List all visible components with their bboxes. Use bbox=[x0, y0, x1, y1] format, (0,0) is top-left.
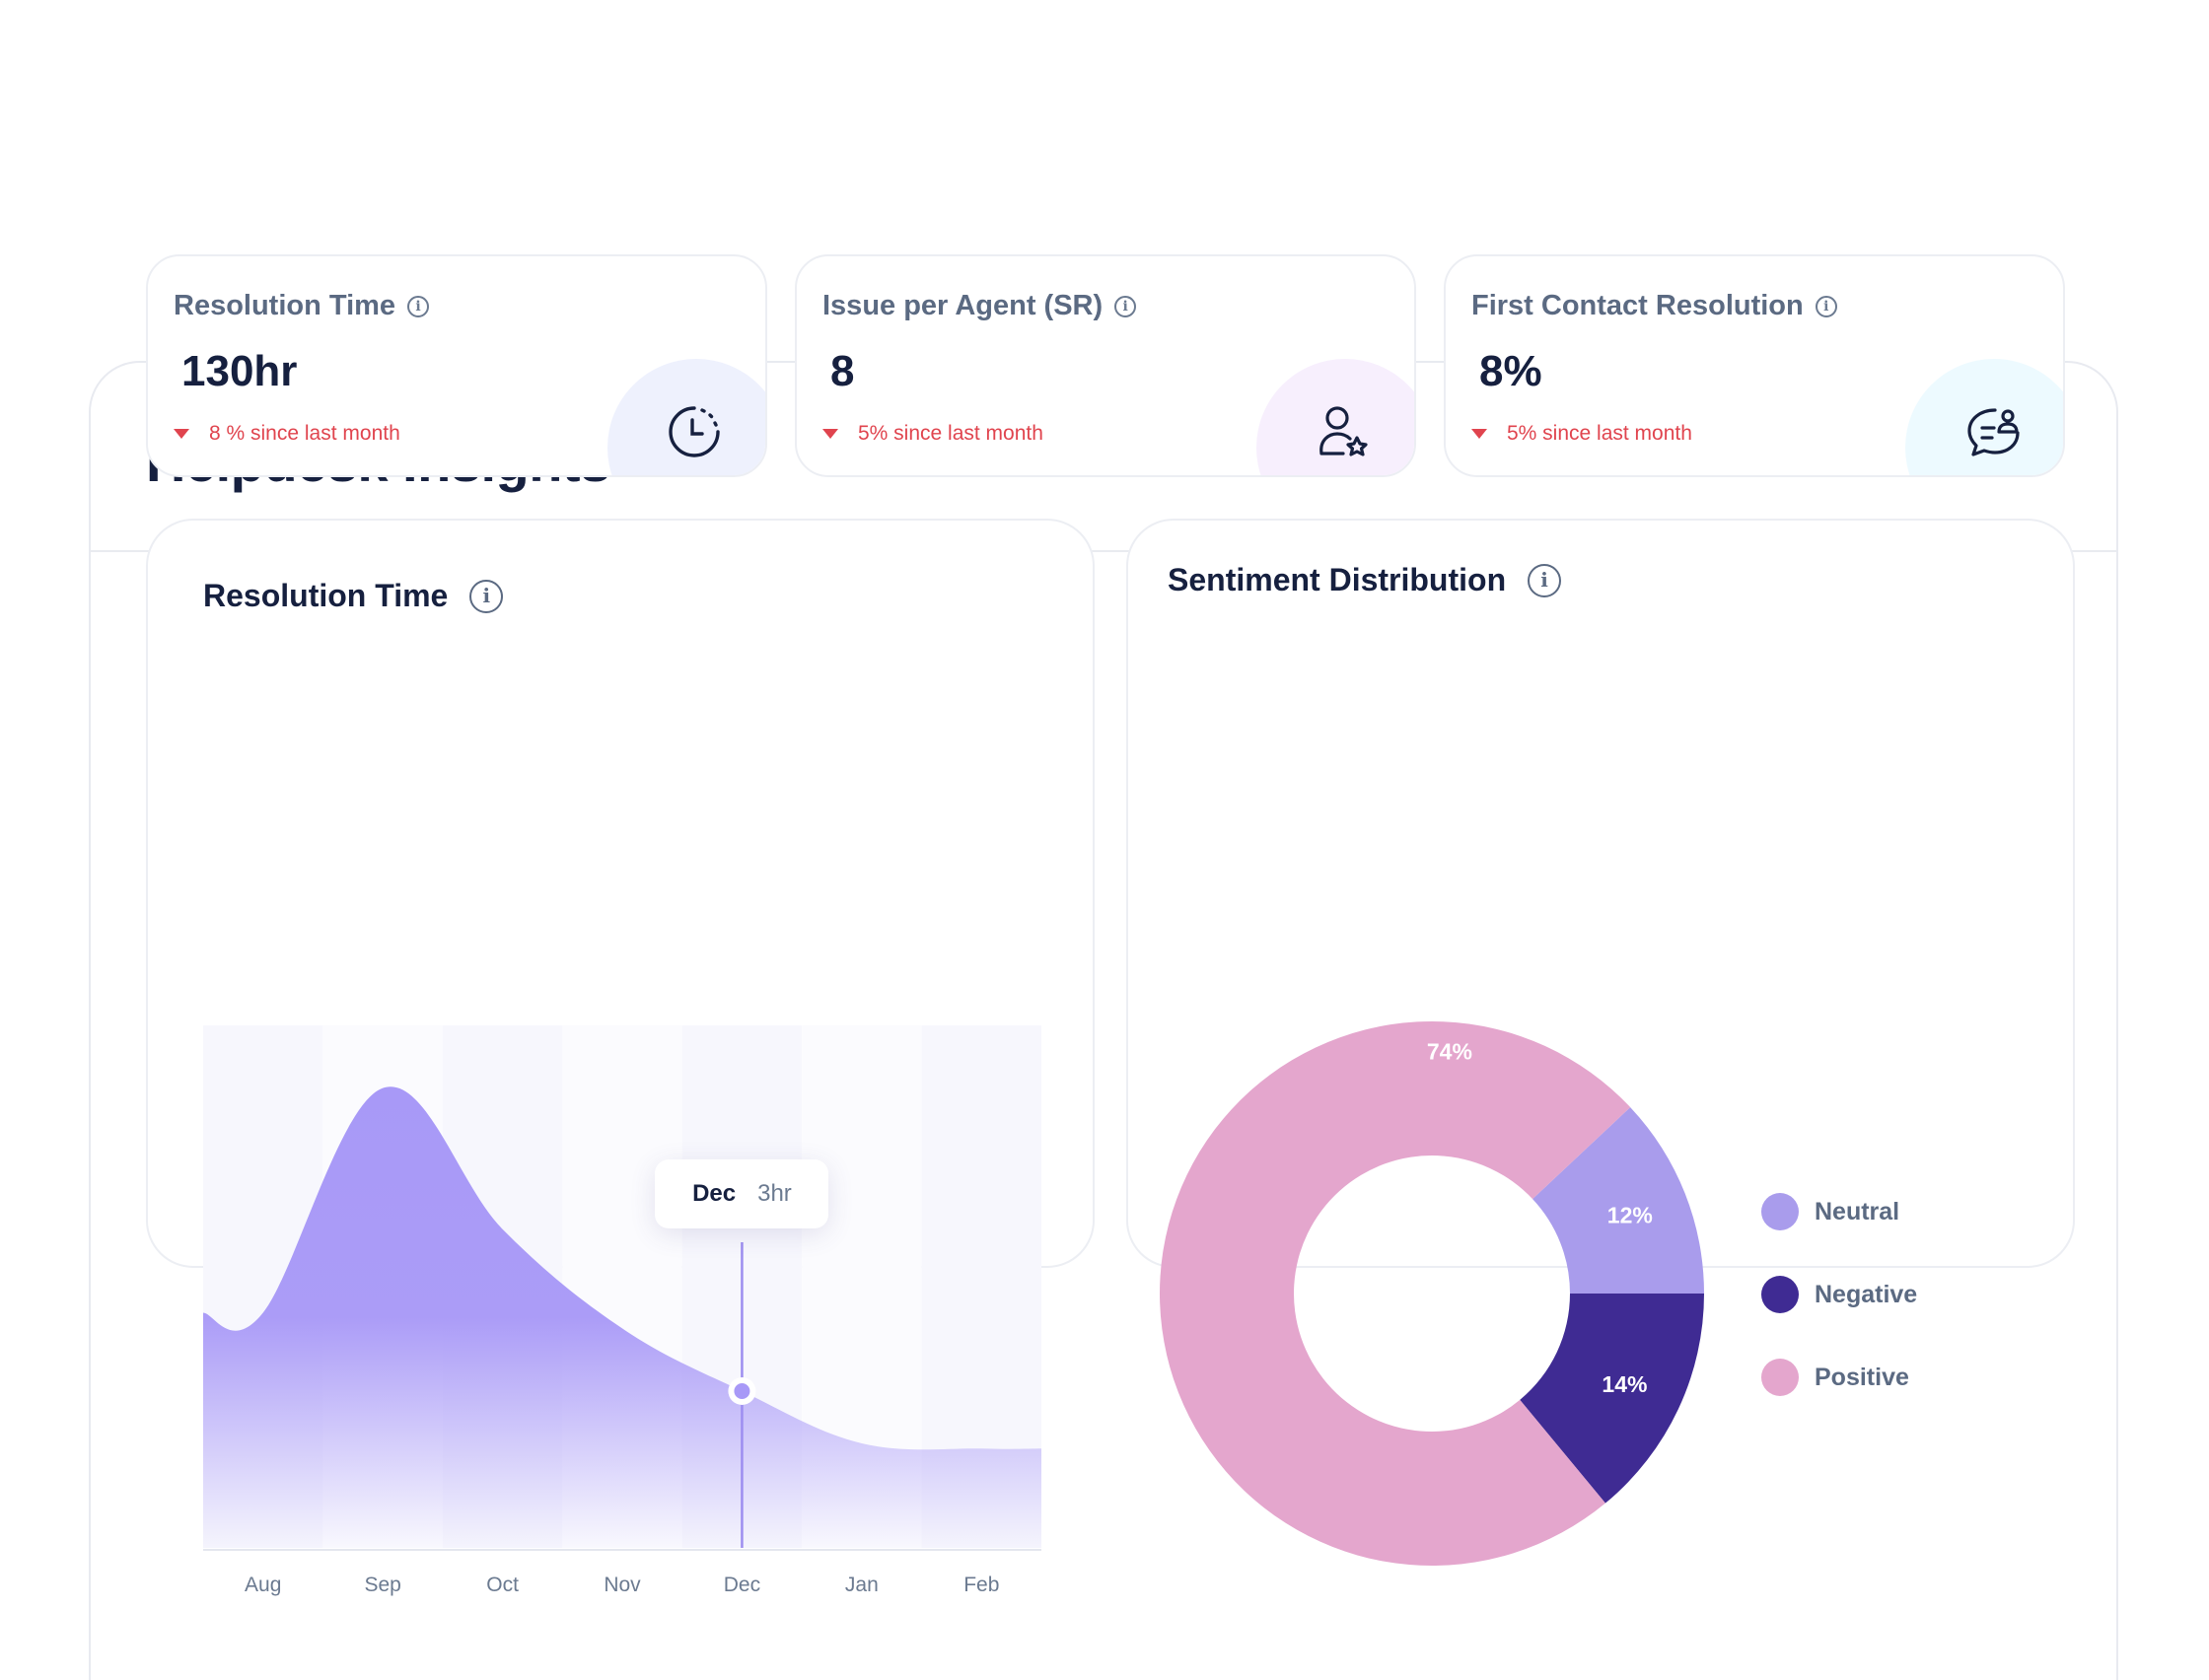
info-icon[interactable]: i bbox=[407, 295, 430, 317]
info-icon[interactable]: i bbox=[1528, 563, 1562, 597]
kpi-label: Resolution Time bbox=[174, 290, 396, 321]
x-tick-label: Sep bbox=[364, 1574, 400, 1596]
kpi-label: Issue per Agent (SR) bbox=[822, 290, 1104, 321]
kpi-change: 8 % since last month bbox=[209, 422, 400, 445]
legend-item-neutral[interactable]: Neutral bbox=[1761, 1193, 1899, 1230]
legend-item-negative[interactable]: Negative bbox=[1761, 1276, 1917, 1313]
slice-label: 12% bbox=[1607, 1202, 1653, 1227]
kpi-card-issue-per-agent[interactable]: Issue per Agent (SR) i 8 5% since last m… bbox=[795, 254, 1416, 477]
kpi-value: 130hr bbox=[181, 347, 298, 395]
donut-slice-negative[interactable] bbox=[1520, 1294, 1704, 1504]
slice-label: 74% bbox=[1427, 1039, 1472, 1065]
highlight-point-center bbox=[734, 1383, 750, 1399]
info-icon[interactable]: i bbox=[1114, 295, 1137, 317]
legend-swatch bbox=[1761, 1359, 1799, 1396]
legend-swatch bbox=[1761, 1276, 1799, 1313]
x-tick-label: Nov bbox=[604, 1574, 641, 1596]
kpi-label: First Contact Resolution bbox=[1471, 290, 1804, 321]
area-series bbox=[203, 1086, 1041, 1548]
trend-down-icon bbox=[174, 429, 189, 439]
chart-tooltip: Dec 3hr bbox=[655, 1159, 829, 1228]
kpi-card-first-contact-resolution[interactable]: First Contact Resolution i 8% 5% since l… bbox=[1444, 254, 2065, 477]
info-icon[interactable]: i bbox=[1815, 295, 1837, 317]
user-star-icon bbox=[1319, 406, 1368, 456]
clock-icon bbox=[669, 406, 720, 457]
chat-user-icon bbox=[1967, 408, 2020, 456]
x-tick-label: Oct bbox=[486, 1574, 519, 1596]
legend-item-positive[interactable]: Positive bbox=[1761, 1359, 1909, 1396]
kpi-card-resolution-time[interactable]: Resolution Time i 130hr 8 % since last m… bbox=[146, 254, 767, 477]
kpi-value: 8% bbox=[1479, 347, 1542, 395]
tooltip-month: Dec bbox=[692, 1180, 737, 1207]
legend-label: Negative bbox=[1815, 1280, 1918, 1308]
x-tick-label: Aug bbox=[245, 1574, 281, 1596]
kpi-value: 8 bbox=[830, 347, 855, 395]
donut-slice-positive[interactable] bbox=[1160, 1020, 1631, 1566]
x-tick-label: Dec bbox=[724, 1574, 760, 1596]
legend-label: Positive bbox=[1815, 1363, 1909, 1391]
legend-label: Neutral bbox=[1815, 1197, 1900, 1225]
donut-slice-neutral[interactable] bbox=[1532, 1107, 1704, 1294]
kpi-change: 5% since last month bbox=[858, 422, 1043, 445]
x-tick-label: Jan bbox=[845, 1574, 879, 1596]
trend-down-icon bbox=[1471, 429, 1487, 439]
card-title: Sentiment Distribution bbox=[1168, 562, 1507, 597]
kpi-change: 5% since last month bbox=[1507, 422, 1692, 445]
card-title: Resolution Time bbox=[203, 578, 449, 613]
slice-label: 14% bbox=[1602, 1371, 1647, 1397]
x-tick-label: Feb bbox=[963, 1574, 999, 1596]
tooltip-value: 3hr bbox=[757, 1180, 792, 1207]
trend-down-icon bbox=[822, 429, 838, 439]
legend-swatch bbox=[1761, 1193, 1799, 1230]
info-icon[interactable]: i bbox=[469, 579, 504, 613]
